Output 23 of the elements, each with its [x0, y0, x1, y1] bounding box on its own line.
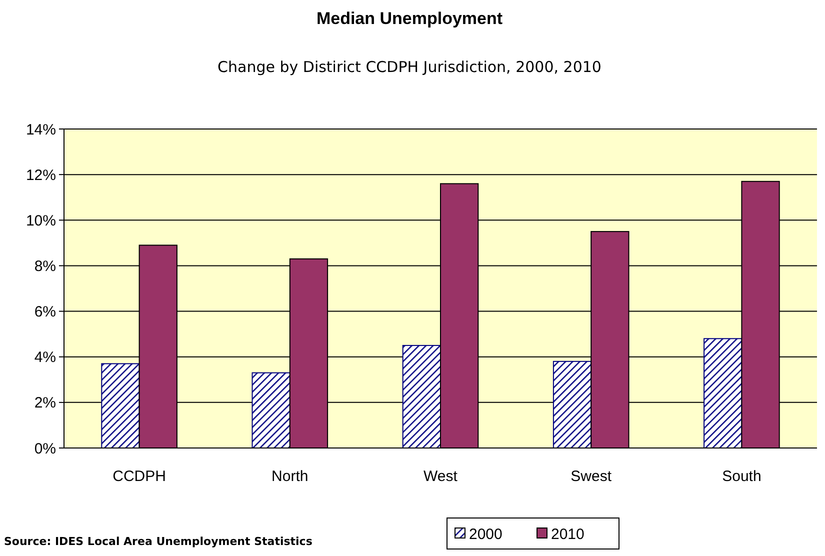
- y-tick-label: 14%: [26, 121, 56, 138]
- bar: [402, 344, 441, 448]
- chart-subtitle: Change by Distirict CCDPH Jurisdiction, 2000, 2010: [218, 58, 602, 76]
- legend-label: 2010: [551, 526, 584, 543]
- chart-title: Median Unemployment: [316, 9, 503, 28]
- y-tick-label: 12%: [26, 166, 56, 184]
- x-tick-label: CCDPH: [112, 468, 166, 485]
- x-tick-label: South: [722, 468, 762, 485]
- x-tick-label: North: [272, 468, 308, 485]
- y-tick-label: 8%: [34, 258, 56, 275]
- y-tick-label: 0%: [34, 440, 56, 458]
- y-tick-label: 10%: [26, 212, 56, 230]
- x-tick-label: Swest: [570, 468, 612, 485]
- bar: [704, 338, 742, 448]
- y-tick-label: 2%: [34, 394, 56, 412]
- source-note: Source: IDES Local Area Unemployment Statistics: [4, 535, 313, 548]
- bar: [101, 363, 140, 448]
- y-tick-label: 4%: [34, 349, 56, 366]
- x-tick-label: West: [424, 468, 458, 485]
- legend-label: 2000: [469, 526, 502, 543]
- y-tick-label: 6%: [34, 304, 56, 321]
- bar: [552, 360, 592, 448]
- bar: [252, 372, 290, 448]
